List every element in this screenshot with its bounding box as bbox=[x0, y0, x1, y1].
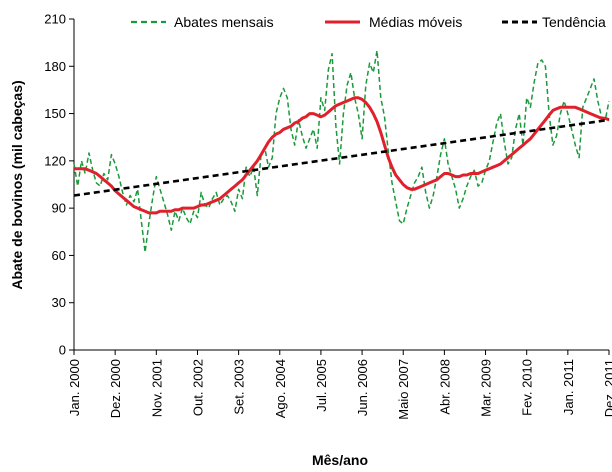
y-tick-label: 120 bbox=[44, 153, 66, 168]
x-tick-label: Out. 2002 bbox=[190, 359, 205, 416]
x-tick-label: Jun. 2006 bbox=[355, 359, 370, 416]
x-tick-label: Mar. 2009 bbox=[479, 359, 494, 417]
plot-area bbox=[73, 49, 610, 254]
legend: Abates mensais Médias móveis Tendência bbox=[131, 14, 606, 30]
x-tick-label: Abr. 2008 bbox=[437, 359, 452, 415]
y-tick-label: 30 bbox=[52, 295, 66, 310]
x-tick-label: Dez. 2011 bbox=[602, 359, 612, 417]
x-tick-label: Dez. 2000 bbox=[108, 359, 123, 418]
x-tick-label: Set. 2003 bbox=[232, 359, 247, 415]
x-tick-label: Jan. 2000 bbox=[67, 359, 82, 416]
y-tick-label: 150 bbox=[44, 106, 66, 121]
y-tick-label: 180 bbox=[44, 59, 66, 74]
x-axis-title: Mês/ano bbox=[312, 452, 368, 468]
series-medias-moveis bbox=[74, 96, 610, 215]
x-tick-label: Fev. 2010 bbox=[520, 359, 535, 416]
y-axis: 0 30 60 90 120 150 180 210 bbox=[44, 12, 75, 358]
series-tendencia bbox=[73, 118, 610, 197]
y-tick-label: 210 bbox=[44, 12, 66, 27]
legend-label-tendencia: Tendência bbox=[542, 14, 606, 30]
legend-label-abates-mensais: Abates mensais bbox=[174, 14, 274, 30]
y-tick-label: 90 bbox=[52, 201, 66, 216]
x-tick-label: Ago. 2004 bbox=[273, 359, 288, 418]
x-tick-label: Jul. 2005 bbox=[314, 359, 329, 412]
series-abates-mensais bbox=[73, 49, 610, 254]
x-axis: Jan. 2000 Dez. 2000 Nov. 2001 Out. 2002 Set.… bbox=[67, 349, 612, 420]
x-tick-label: Nov. 2001 bbox=[149, 359, 164, 417]
x-tick-label: Maio 2007 bbox=[396, 359, 411, 420]
x-tick-label: Jan. 2011 bbox=[561, 359, 576, 415]
y-tick-label: 0 bbox=[59, 343, 66, 358]
legend-label-medias-moveis: Médias móveis bbox=[369, 14, 462, 30]
y-axis-title: Abate de bovinos (mil cabeças) bbox=[9, 80, 25, 289]
y-tick-label: 60 bbox=[52, 248, 66, 263]
